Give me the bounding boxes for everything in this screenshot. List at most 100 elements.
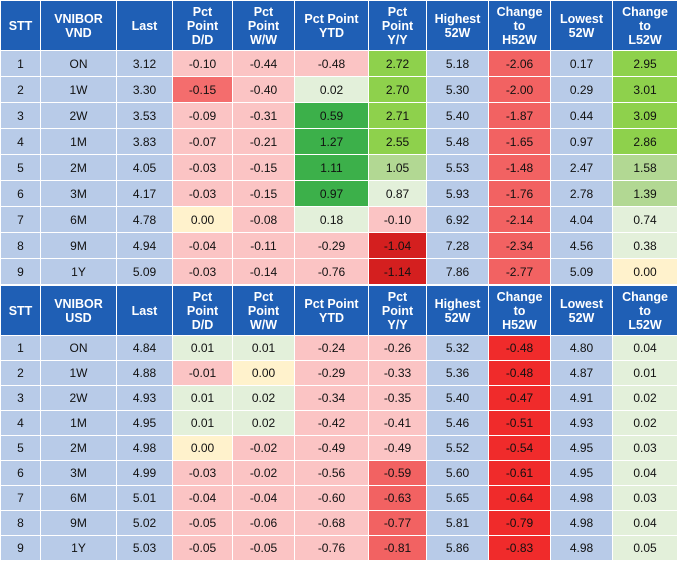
cell-stt: 4 [0,128,41,155]
header-line: Pct [387,289,408,304]
cell-stt: 3 [0,385,41,411]
header-line: to [513,18,526,33]
cell-lo: 4.98 [550,485,613,511]
table-row: 6 3M 4.17 -0.03 -0.15 0.97 0.87 5.93 -1.76 2.78 1.… [0,180,678,207]
table-row: 5 2M 4.05 -0.03 -0.15 1.11 1.05 5.53 -1.48 2.47 1.… [0,154,678,181]
cell-last: 4.17 [116,180,173,207]
column-header-lo: Lowest 52W [550,0,613,51]
header-line: Last [131,18,158,33]
table-row: 7 6M 4.78 0.00 -0.08 0.18 -0.10 6.92 -2.14 4.04 0.… [0,206,678,233]
cell-ytd: 1.11 [294,154,369,181]
cell-lo: 4.80 [550,335,613,361]
cell-stt: 7 [0,206,41,233]
cell-ytd: -0.29 [294,232,369,259]
cell-ww: -0.40 [232,76,295,103]
cell-stt: 6 [0,180,41,207]
cell-dd: -0.09 [172,102,233,129]
cell-lo: 4.56 [550,232,613,259]
table-header-row: STT VNIBOR USD Last Pct Point D/D Pct Point W/W Pc… [0,285,678,336]
cell-yy: 2.70 [368,76,427,103]
cell-last: 4.05 [116,154,173,181]
cell-tenor: 1W [40,360,117,386]
cell-last: 4.94 [116,232,173,259]
cell-ytd: -0.56 [294,460,369,486]
cell-hi: 5.52 [426,435,489,461]
header-line: Pct [253,4,274,19]
cell-h52: -1.48 [488,154,551,181]
cell-last: 3.53 [116,102,173,129]
cell-tenor: 3M [40,180,117,207]
cell-dd: -0.15 [172,76,233,103]
cell-l52: 2.86 [612,128,678,155]
cell-yy: -1.04 [368,232,427,259]
header-line: H52W [502,317,537,332]
table-row: 2 1W 3.30 -0.15 -0.40 0.02 2.70 5.30 -2.00 0.29 3.… [0,76,678,103]
cell-l52: 0.00 [612,258,678,285]
cell-ytd: 0.97 [294,180,369,207]
cell-ww: -0.02 [232,435,295,461]
cell-tenor: 9M [40,232,117,259]
header-line: Lowest [559,296,604,311]
vnibor-vnd-table: STT VNIBOR VND Last Pct Point D/D Pct Point W/W Pc… [0,0,678,285]
header-line: Point [381,303,414,318]
cell-hi: 7.28 [426,232,489,259]
column-header-hi: Highest 52W [426,0,489,51]
cell-ytd: -0.42 [294,410,369,436]
table-row: 9 1Y 5.09 -0.03 -0.14 -0.76 -1.14 7.86 -2.77 5.09… [0,258,678,285]
cell-dd: -0.04 [172,232,233,259]
header-line: to [513,303,526,318]
cell-lo: 4.93 [550,410,613,436]
column-header-dd: Pct Point D/D [172,0,233,51]
header-line: to [639,18,651,33]
table-row: 1 ON 4.84 0.01 0.01 -0.24 -0.26 5.32 -0.48 4.80 0.… [0,335,678,361]
cell-ww: -0.31 [232,102,295,129]
cell-hi: 5.65 [426,485,489,511]
cell-lo: 2.47 [550,154,613,181]
cell-lo: 0.97 [550,128,613,155]
cell-last: 4.78 [116,206,173,233]
cell-l52: 0.74 [612,206,678,233]
cell-h52: -1.76 [488,180,551,207]
header-line: YTD [319,310,344,325]
cell-hi: 5.18 [426,50,489,77]
column-header-ww: Pct Point W/W [232,0,295,51]
cell-last: 5.03 [116,535,173,561]
cell-hi: 5.40 [426,385,489,411]
cell-hi: 5.93 [426,180,489,207]
cell-dd: -0.04 [172,485,233,511]
header-line: 52W [444,25,471,40]
cell-l52: 0.01 [612,360,678,386]
cell-stt: 1 [0,335,41,361]
cell-stt: 7 [0,485,41,511]
cell-hi: 5.60 [426,460,489,486]
header-line: H52W [502,32,537,47]
column-header-h52: Change to H52W [488,285,551,336]
cell-l52: 1.39 [612,180,678,207]
column-header-tenor: VNIBOR VND [40,0,117,51]
cell-lo: 0.29 [550,76,613,103]
table-row: 4 1M 3.83 -0.07 -0.21 1.27 2.55 5.48 -1.65 0.97 2.… [0,128,678,155]
cell-stt: 6 [0,460,41,486]
cell-tenor: 3M [40,460,117,486]
cell-ww: 0.02 [232,410,295,436]
cell-ww: -0.04 [232,485,295,511]
cell-hi: 5.32 [426,335,489,361]
header-line: USD [65,310,92,325]
header-line: Pct Point [304,11,359,26]
cell-stt: 4 [0,410,41,436]
cell-tenor: 9M [40,510,117,536]
cell-stt: 5 [0,435,41,461]
cell-h52: -1.65 [488,128,551,155]
header-line: L52W [628,317,662,332]
cell-dd: -0.03 [172,154,233,181]
cell-stt: 2 [0,360,41,386]
header-line: Pct [387,4,408,19]
cell-tenor: 1M [40,410,117,436]
cell-tenor: 1M [40,128,117,155]
cell-last: 3.83 [116,128,173,155]
cell-ytd: -0.24 [294,335,369,361]
cell-l52: 0.04 [612,335,678,361]
cell-l52: 0.05 [612,535,678,561]
header-line: STT [8,18,33,33]
cell-ww: 0.00 [232,360,295,386]
